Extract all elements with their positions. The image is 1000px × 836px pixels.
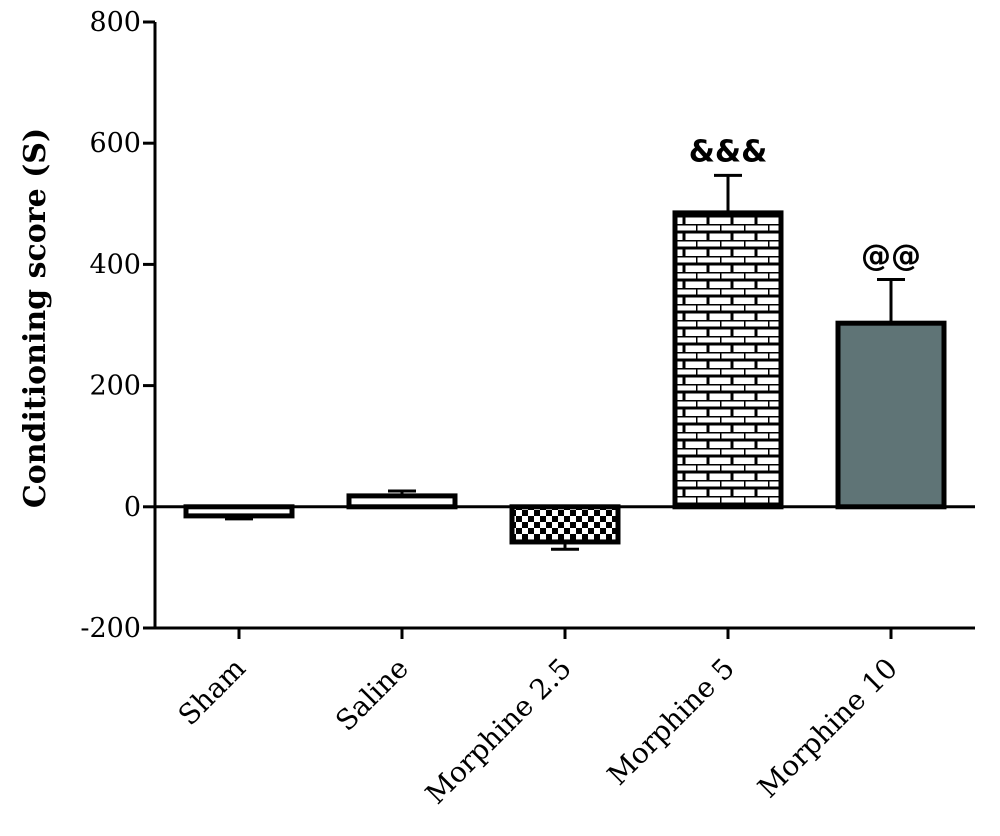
y-tick-label: 800 [89,7,141,38]
significance-label: &&& [689,134,768,169]
x-tick-label: Morphine 5 [601,652,741,792]
bars: &&& @@ [183,134,947,551]
y-axis: -200 0 200 400 600 800 [80,7,157,644]
bar [672,210,784,510]
y-tick-label: 200 [89,371,141,402]
significance-label: @@ [861,239,921,274]
y-tick-label: -200 [80,613,141,644]
bar [835,320,947,510]
x-tick-label: Morphine 10 [751,652,904,805]
x-tick-label: Morphine 2.5 [419,652,578,811]
y-tick-label: 0 [124,492,141,523]
bar [509,504,621,545]
x-axis: Sham Saline Morphine 2.5 Morphine 5 Morphine… [155,505,975,811]
y-tick-label: 600 [89,128,141,159]
x-tick-label: Sham [172,652,252,732]
x-tick-label: Saline [329,652,415,738]
y-axis-title: Conditioning score (S) [18,128,53,508]
y-tick-label: 400 [89,249,141,280]
bar [346,493,458,510]
